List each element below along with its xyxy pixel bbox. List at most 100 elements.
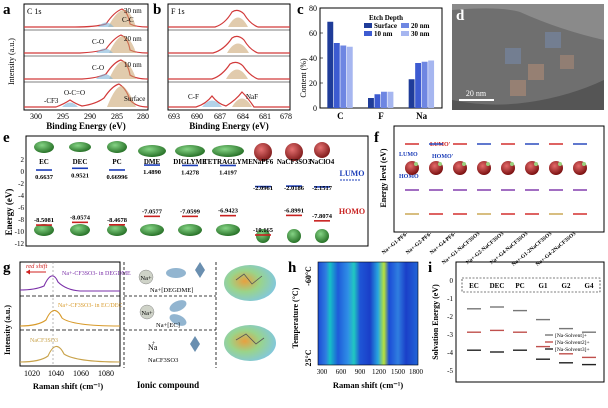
panel-f-items: Na+-G1-PF6-Na+-G2-PF6-Na+-G4-PF6-Na+-G1-… xyxy=(381,143,587,268)
molecule-bonds xyxy=(235,333,265,345)
panel-h-xtick: 600 xyxy=(336,368,347,376)
scale-bar-label: 20 nm xyxy=(466,89,487,98)
c-legend-entry: 30 nm xyxy=(411,30,430,38)
panel-e-ytick: -6 xyxy=(18,204,24,212)
i-legend-entry: [Na-Solvent2]+ xyxy=(555,340,590,346)
tem-image-region xyxy=(452,4,604,40)
e-homo-value: -6.8991 xyxy=(284,207,304,214)
e-homo-value: -6.9423 xyxy=(218,208,239,215)
panel-g-series-label: Na+-CF3SO3- in EC/DEC xyxy=(58,303,122,309)
panel-b-xtick: 687 xyxy=(214,112,226,121)
panel-h: h Temperature (°C) -60°C 25°C 300 600 90… xyxy=(288,260,424,390)
orbital-lobe xyxy=(315,229,329,243)
e-molecule-name: DEC xyxy=(73,158,88,166)
orbital-lobe xyxy=(178,224,202,236)
c-bar xyxy=(408,79,415,108)
f-complex-atom xyxy=(414,162,418,166)
c-ytick: 60 xyxy=(309,29,317,38)
xps-f1s-component xyxy=(227,43,249,53)
c-ytick: 0 xyxy=(313,104,317,113)
panel-e-frame xyxy=(25,135,369,247)
panel-e-ylabel: Energy (eV) xyxy=(4,189,14,236)
e-homo-value: -8.4678 xyxy=(107,217,128,224)
panel-e-levels: EC 0.6637 -8.5081 DEC 0.9521 -8.0574 PC 0.66996… xyxy=(34,158,335,236)
raman-spectrum-degdme xyxy=(19,275,120,292)
panel-i-dashed-box xyxy=(461,277,601,293)
panel-c-xticks: C F Na xyxy=(337,111,428,121)
xps-c1s-component xyxy=(109,35,136,53)
species-label: NaCF3SO3 xyxy=(148,357,178,364)
c-bar xyxy=(327,21,334,108)
panel-a-xtick: 285 xyxy=(111,112,123,121)
e-molecule-name: NaPF6 xyxy=(253,158,274,166)
c-bar xyxy=(421,61,428,108)
f-complex-atom xyxy=(510,162,514,166)
e-molecule-name: TETRAGLYME xyxy=(203,158,253,166)
e-lumo-value: 0.66996 xyxy=(106,174,128,181)
orbital-lobe xyxy=(34,141,54,153)
tem-roi xyxy=(510,80,526,96)
panel-a-depth: 10 nm xyxy=(124,61,142,69)
e-lumo-value: -2.0186 xyxy=(284,185,305,192)
c-bar xyxy=(340,45,347,108)
panel-g-xtick: 1020 xyxy=(24,369,40,378)
xps-c1s-component xyxy=(109,60,136,79)
orbital-lobe xyxy=(107,224,127,236)
e-molecule-name: NaCF3SO3 xyxy=(277,158,312,166)
panel-g-xtick: 1040 xyxy=(48,369,64,378)
xps-f1s-envelope xyxy=(168,91,290,108)
orbital-isosurfaces xyxy=(34,141,330,243)
c-ytick: 80 xyxy=(309,4,317,13)
c-bar xyxy=(368,98,374,108)
c-bar xyxy=(387,91,394,108)
esp-map xyxy=(224,265,276,301)
xps-c1s-component xyxy=(107,85,136,107)
raman-spectrum-nacf3so3 xyxy=(19,345,121,363)
e-homo-value: -7.0599 xyxy=(180,208,201,215)
panel-b-xtick: 693 xyxy=(168,112,180,121)
panel-g-xticks: 1020 1040 1060 1080 xyxy=(24,369,114,378)
xps-c1s-component xyxy=(62,102,78,107)
panel-b-xtick: 684 xyxy=(237,112,249,121)
f-complex-atom xyxy=(438,162,442,166)
e-molecule-name: DIGLYME xyxy=(173,158,207,166)
panel-a-xtick: 290 xyxy=(84,112,96,121)
e-molecule-name: NaClO4 xyxy=(310,158,335,166)
na-ion xyxy=(139,304,155,320)
c-legend-entry: 10 nm xyxy=(374,30,393,38)
orbital-lobe xyxy=(254,143,272,161)
panel-e-ytick: -2 xyxy=(18,180,24,188)
panel-f-label: f xyxy=(374,130,380,146)
xps-f1s-component xyxy=(232,98,252,107)
panel-a-ylabel: Intensity (a.u.) xyxy=(7,38,16,85)
panel-f: f Energy level (eV) LUMO HOMO LUMO' HOMO… xyxy=(374,125,605,268)
panel-b-xtick: 678 xyxy=(280,112,292,121)
c-ytick: 40 xyxy=(309,54,317,63)
panel-e-yticks: 2 0 -2 -4 -6 -8 -10 -12 xyxy=(15,156,25,248)
e-homo-value: -10.165 xyxy=(253,227,274,234)
orbital-lobe xyxy=(314,142,330,158)
xps-f1s-component xyxy=(226,69,248,79)
panel-g-frame xyxy=(19,261,121,367)
esp-map xyxy=(224,325,276,361)
c-legend-swatch xyxy=(401,23,409,28)
xps-c1s-component xyxy=(98,22,114,27)
c-bar xyxy=(346,46,353,108)
panel-g-ionic-label: Ionic compound xyxy=(137,380,199,390)
peak-label-co: C-O xyxy=(92,38,104,46)
i-legend-entry: [Na-Solvent]+ xyxy=(555,333,587,339)
panel-e-ytick: -8 xyxy=(18,216,24,224)
i-category: EC xyxy=(469,282,479,290)
panel-g-series-label: NaCF3SO3 xyxy=(30,338,58,344)
peak-label-naf: NaF xyxy=(246,93,258,101)
panel-e-homo-label: HOMO xyxy=(339,207,365,216)
species-label: Na+[EC] xyxy=(156,322,180,329)
e-lumo-value: -2.1517 xyxy=(312,185,333,192)
panel-a-frame xyxy=(23,3,149,111)
e-lumo-value: 0.6637 xyxy=(35,174,54,181)
e-lumo-value: -2.0961 xyxy=(253,185,273,192)
c-legend-swatch xyxy=(401,31,409,36)
panel-f-frame xyxy=(393,125,605,233)
orbital-lobe xyxy=(138,145,166,157)
panel-i-ylabel: Solvation Energy (eV) xyxy=(431,284,440,360)
